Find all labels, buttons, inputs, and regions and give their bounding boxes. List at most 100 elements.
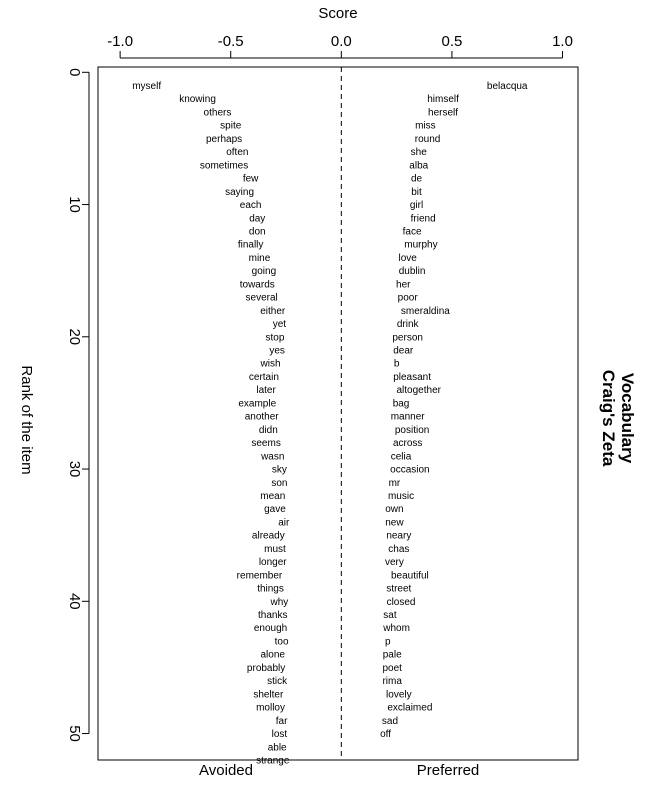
- x-tick-label: -1.0: [107, 33, 133, 50]
- preferred-word: rima: [382, 676, 402, 687]
- x-axis-title: Score: [318, 5, 357, 22]
- avoided-word: stop: [266, 332, 285, 343]
- plot-frame: [97, 66, 579, 761]
- avoided-word: longer: [259, 557, 287, 568]
- avoided-word: often: [226, 147, 248, 158]
- avoided-word: molloy: [256, 703, 285, 714]
- avoided-word: wish: [260, 359, 281, 370]
- preferred-word: alba: [409, 160, 428, 171]
- chart-title-line2: Craig's Zeta: [599, 370, 618, 467]
- preferred-word: chas: [388, 544, 409, 555]
- words-layer: myself knowing others spite perhaps often some…: [132, 81, 528, 766]
- preferred-word: celia: [391, 451, 412, 462]
- avoided-word: able: [268, 742, 287, 753]
- avoided-word: alone: [261, 650, 286, 661]
- preferred-word: manner: [391, 412, 426, 423]
- avoided-word: gave: [264, 504, 286, 515]
- avoided-word: mean: [260, 491, 285, 502]
- avoided-word: going: [252, 266, 276, 277]
- labels-layer: Score Rank of the item Vocabulary Craig'…: [18, 5, 637, 779]
- avoided-word: don: [249, 226, 266, 237]
- y-tick-label: 0: [66, 68, 83, 76]
- avoided-word: mine: [249, 253, 271, 264]
- x-tick-label: 0.5: [441, 33, 462, 50]
- preferred-word: love: [398, 253, 417, 264]
- preferred-word: position: [395, 425, 429, 436]
- y-tick-label: 10: [66, 196, 83, 213]
- preferred-word: beautiful: [391, 570, 429, 581]
- preferred-word: bag: [393, 398, 410, 409]
- avoided-word: why: [269, 597, 288, 608]
- avoided-word: remember: [237, 570, 283, 581]
- avoided-word: far: [276, 716, 288, 727]
- avoided-word: knowing: [179, 94, 216, 105]
- preferred-word: occasion: [390, 465, 429, 476]
- preferred-word: face: [403, 226, 422, 237]
- y-tick-label: 20: [66, 328, 83, 345]
- avoided-word: strange: [256, 756, 290, 767]
- x-tick-label: 0.0: [331, 33, 352, 50]
- avoided-word: perhaps: [206, 134, 242, 145]
- preferred-word: bit: [411, 187, 422, 198]
- avoided-word: finally: [238, 240, 264, 251]
- avoided-word: each: [240, 200, 262, 211]
- preferred-word: person: [392, 332, 423, 343]
- avoided-word: several: [246, 293, 278, 304]
- avoided-word: yes: [269, 346, 285, 357]
- avoided-word: spite: [220, 121, 242, 132]
- avoided-word: towards: [240, 279, 275, 290]
- avoided-word: enough: [254, 623, 287, 634]
- preferred-word: de: [411, 174, 423, 185]
- avoided-word: saying: [225, 187, 254, 198]
- avoided-word: wasn: [260, 451, 284, 462]
- avoided-word: things: [257, 584, 284, 595]
- preferred-word: altogether: [396, 385, 441, 396]
- avoided-word: shelter: [253, 689, 284, 700]
- avoided-word: example: [238, 398, 276, 409]
- preferred-word: whom: [382, 623, 410, 634]
- preferred-word: very: [385, 557, 404, 568]
- avoided-word: few: [243, 174, 259, 185]
- preferred-word: her: [396, 279, 411, 290]
- preferred-word: friend: [411, 213, 436, 224]
- preferred-word: mr: [389, 478, 401, 489]
- preferred-word: new: [385, 517, 404, 528]
- avoided-word: already: [252, 531, 285, 542]
- preferred-word: murphy: [404, 240, 437, 251]
- preferred-word: p: [385, 636, 391, 647]
- preferred-word: poet: [382, 663, 402, 674]
- preferred-word: dear: [393, 346, 414, 357]
- avoided-word: another: [245, 412, 280, 423]
- avoided-word: yet: [273, 319, 287, 330]
- preferred-word: street: [386, 584, 411, 595]
- preferred-word: dublin: [399, 266, 426, 277]
- avoided-word: didn: [259, 425, 278, 436]
- preferred-word: sat: [383, 610, 397, 621]
- avoided-word: sometimes: [200, 160, 248, 171]
- y-tick-label: 50: [66, 725, 83, 742]
- avoided-word: either: [260, 306, 286, 317]
- avoided-word: must: [264, 544, 286, 555]
- avoided-word: lost: [272, 729, 288, 740]
- avoided-word: thanks: [258, 610, 287, 621]
- preferred-word: exclaimed: [387, 703, 432, 714]
- preferred-word: pleasant: [393, 372, 431, 383]
- x-tick-label: -0.5: [218, 33, 244, 50]
- preferred-word: off: [380, 729, 391, 740]
- preferred-word: round: [415, 134, 441, 145]
- preferred-word: girl: [410, 200, 423, 211]
- chart-title-line1: Vocabulary: [618, 373, 637, 464]
- avoided-word: seems: [251, 438, 280, 449]
- avoided-label: Avoided: [199, 762, 253, 779]
- preferred-word: poor: [398, 293, 419, 304]
- avoided-word: air: [278, 517, 290, 528]
- avoided-word: myself: [132, 81, 161, 92]
- x-tick-label: 1.0: [552, 33, 573, 50]
- avoided-word: probably: [247, 663, 285, 674]
- avoided-word: too: [275, 636, 289, 647]
- preferred-word: miss: [415, 121, 436, 132]
- avoided-word: son: [271, 478, 287, 489]
- preferred-word: belacqua: [487, 81, 528, 92]
- preferred-word: smeraldina: [401, 306, 450, 317]
